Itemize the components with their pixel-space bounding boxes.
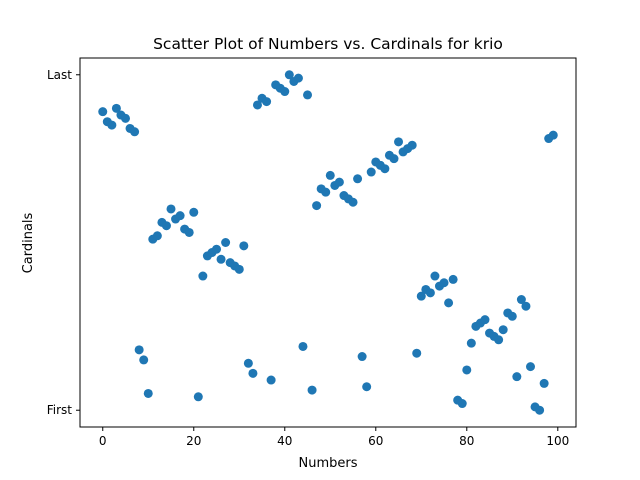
- data-point: [284, 70, 294, 80]
- data-point: [325, 170, 335, 180]
- data-point: [507, 311, 517, 321]
- data-point: [262, 97, 272, 107]
- data-point: [212, 244, 222, 254]
- data-point: [448, 274, 458, 284]
- data-point: [252, 100, 262, 110]
- data-point: [512, 372, 522, 382]
- data-point: [111, 103, 121, 113]
- data-point: [175, 211, 185, 221]
- data-point: [298, 341, 308, 351]
- data-point: [234, 264, 244, 274]
- data-point: [439, 278, 449, 288]
- plot-area-frame: [79, 57, 577, 428]
- data-point: [394, 137, 404, 147]
- data-point: [243, 358, 253, 368]
- data-point: [221, 238, 231, 247]
- data-point: [407, 140, 417, 150]
- x-tick-label: 60: [368, 434, 383, 448]
- data-point: [303, 90, 313, 100]
- data-point: [462, 365, 472, 375]
- data-point: [526, 362, 535, 372]
- data-point: [366, 167, 376, 177]
- data-point: [444, 298, 454, 308]
- data-point: [152, 231, 162, 241]
- data-point: [139, 355, 149, 365]
- data-point: [107, 120, 117, 130]
- data-point: [312, 201, 322, 211]
- data-point: [280, 87, 290, 97]
- data-point: [548, 130, 558, 140]
- data-point: [334, 177, 344, 187]
- x-tick-label: 100: [546, 434, 569, 448]
- data-point: [425, 288, 435, 298]
- y-tick-label: First: [47, 403, 73, 417]
- data-point: [193, 392, 203, 402]
- data-point: [430, 271, 440, 281]
- y-tick-label: Last: [47, 68, 72, 82]
- data-point: [416, 291, 426, 301]
- data-point: [539, 378, 549, 388]
- data-point: [521, 301, 531, 311]
- data-point: [412, 348, 422, 358]
- data-point: [348, 197, 358, 207]
- x-axis-label: Numbers: [299, 456, 358, 471]
- data-point: [480, 315, 490, 325]
- chart-title: Scatter Plot of Numbers vs. Cardinals fo…: [153, 35, 503, 53]
- data-point: [184, 227, 194, 237]
- data-point: [216, 254, 226, 264]
- data-point: [266, 375, 276, 385]
- data-point: [121, 113, 130, 123]
- data-point: [516, 295, 526, 305]
- data-point: [321, 187, 331, 197]
- axis-ticks: 0 20 40 60 80 100 First Last: [47, 68, 570, 448]
- data-point: [130, 127, 140, 137]
- data-point: [380, 164, 390, 174]
- data-point: [353, 174, 363, 184]
- data-point: [457, 399, 467, 409]
- data-point: [535, 405, 545, 415]
- x-tick-label: 80: [459, 434, 474, 448]
- data-point: [498, 325, 508, 335]
- data-point: [362, 382, 372, 392]
- data-point: [98, 107, 108, 117]
- data-point: [307, 385, 317, 395]
- data-point: [494, 335, 504, 345]
- data-point: [189, 207, 199, 217]
- data-point: [134, 345, 144, 355]
- x-tick-label: 40: [277, 434, 292, 448]
- data-point: [389, 154, 399, 164]
- data-point: [198, 271, 208, 281]
- data-point: [161, 221, 171, 231]
- data-points: [98, 70, 558, 415]
- data-point: [357, 352, 367, 362]
- data-point: [143, 388, 153, 398]
- x-tick-label: 0: [99, 434, 107, 448]
- x-tick-label: 20: [186, 434, 201, 448]
- y-axis-label: Cardinals: [21, 212, 36, 273]
- data-point: [293, 73, 303, 83]
- data-point: [239, 241, 249, 251]
- data-point: [248, 368, 258, 378]
- data-point: [466, 338, 476, 348]
- data-point: [166, 204, 176, 214]
